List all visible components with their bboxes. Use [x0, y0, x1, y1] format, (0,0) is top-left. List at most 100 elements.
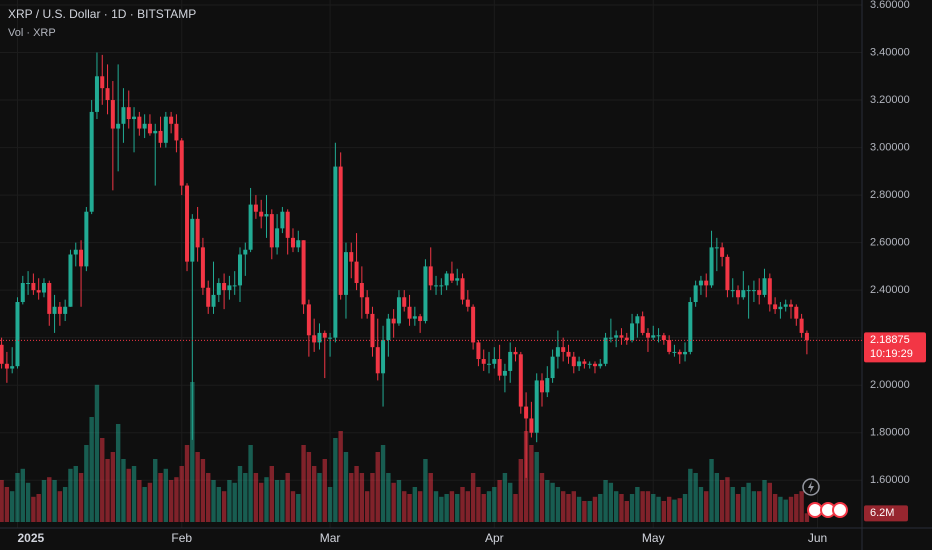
y-tick-label: 3.60000	[870, 0, 910, 11]
volume-bar	[629, 494, 635, 522]
candle-body	[264, 214, 269, 217]
candle-body	[200, 247, 205, 288]
volume-bar	[285, 473, 290, 522]
candle-body	[497, 359, 502, 376]
candle-body	[26, 283, 31, 285]
x-tick-label: May	[642, 531, 665, 545]
candle-body	[370, 313, 375, 348]
candle-body	[545, 378, 550, 393]
candle-body	[539, 380, 544, 393]
candle-body	[455, 278, 460, 281]
x-tick-label: Mar	[320, 531, 341, 545]
candle-body	[391, 318, 396, 324]
candle-body	[789, 304, 794, 307]
volume-bar	[20, 468, 25, 522]
candle-body	[280, 211, 285, 229]
candle-body	[730, 290, 735, 292]
candle-body	[645, 332, 650, 338]
candle-body	[640, 316, 645, 333]
volume-bar	[296, 494, 301, 522]
countdown-label: 10:19:29	[870, 348, 913, 360]
candle-body	[524, 406, 529, 419]
event-icon	[832, 502, 848, 518]
volume-bar	[9, 491, 15, 522]
volume-bar	[301, 445, 306, 522]
candle-body	[577, 361, 582, 367]
volume-bar	[402, 491, 407, 522]
candle-body	[232, 285, 237, 287]
volume-bar	[709, 459, 714, 522]
event-icons[interactable]	[807, 502, 848, 518]
volume-bar	[306, 452, 312, 522]
candle-body	[518, 354, 523, 407]
volume-bar	[317, 473, 322, 522]
candle-body	[73, 249, 78, 255]
volume-label: 6.2M	[870, 507, 894, 519]
volume-bar	[433, 491, 439, 522]
volume-bar	[518, 459, 524, 522]
candle-body	[36, 290, 41, 293]
candle-body	[608, 337, 613, 339]
candle-body	[322, 332, 327, 338]
volume-bar	[62, 487, 68, 522]
candle-body	[121, 107, 126, 124]
candle-body	[243, 249, 248, 255]
candle-body	[227, 285, 232, 291]
candle-body	[709, 247, 714, 286]
candle-body	[561, 347, 566, 352]
candle-body	[757, 290, 762, 295]
candle-body	[476, 342, 481, 360]
last-price-box	[864, 332, 926, 363]
volume-bar	[778, 496, 783, 522]
volume-bar	[153, 459, 158, 522]
candle-body	[169, 116, 174, 124]
candle-body	[89, 111, 94, 212]
volume-bar	[698, 487, 704, 522]
candle-body	[603, 337, 608, 364]
candle-body	[190, 218, 195, 262]
candle-body	[110, 100, 115, 129]
volume-bar	[179, 466, 184, 522]
y-tick-label: 1.80000	[870, 427, 910, 439]
candle-body	[179, 140, 184, 186]
candle-body	[216, 283, 221, 295]
volume-bar	[635, 487, 640, 522]
volume-bar	[221, 491, 227, 522]
volume-bar	[391, 482, 396, 522]
candle-body	[698, 280, 703, 286]
volume-bar	[168, 480, 174, 522]
y-tick-label: 2.00000	[870, 379, 910, 391]
candle-body	[418, 316, 423, 322]
x-tick-label: 2025	[17, 531, 44, 545]
candle-body	[460, 278, 465, 300]
volume-bar	[0, 480, 4, 522]
candle-body	[773, 304, 778, 310]
candle-body	[312, 335, 317, 343]
volume-bar	[799, 491, 804, 522]
volume-bar	[640, 491, 645, 522]
x-tick-label: Feb	[171, 531, 192, 545]
candle-body	[407, 306, 412, 319]
volume-bar	[508, 482, 513, 522]
volume-bar	[243, 473, 248, 522]
candle-body	[513, 351, 518, 355]
candle-body	[725, 256, 730, 291]
volume-bar	[126, 468, 131, 522]
candle-body	[163, 116, 168, 143]
volume-bar	[174, 477, 179, 522]
candle-body	[306, 304, 311, 336]
candle-body	[349, 252, 354, 262]
volume-bar	[672, 499, 677, 522]
volume-bar	[274, 480, 280, 522]
volume-bar	[359, 473, 365, 522]
volume-bar	[311, 466, 317, 522]
volume-bar	[36, 494, 41, 522]
candle-body	[132, 116, 137, 120]
candle-body	[253, 204, 258, 212]
alert-icon[interactable]	[802, 478, 820, 496]
volume-bar	[492, 487, 497, 522]
y-tick-label: 3.20000	[870, 94, 910, 106]
candle-body	[444, 273, 449, 286]
volume-bar	[258, 482, 264, 522]
candle-body	[799, 318, 804, 333]
